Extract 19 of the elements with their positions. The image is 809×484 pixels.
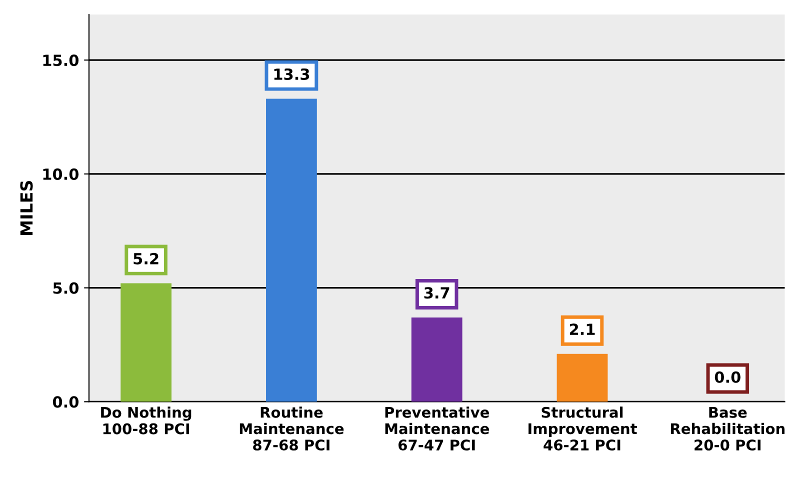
y-tick-label: 10.0: [43, 168, 79, 180]
x-tick-label: Preventative Maintenance 67-47 PCI: [385, 406, 490, 451]
x-tick-label: Base Rehabilitation 20-0 PCI: [671, 407, 784, 451]
x-tick-label: Routine Maintenance 87-68 PCI: [240, 406, 344, 451]
y-tick-label: 15.0: [43, 54, 79, 66]
bar: [411, 317, 462, 402]
data-label: 0.0: [714, 371, 740, 383]
x-tick-label: Do Nothing 100-88 PCI: [101, 406, 192, 434]
data-label: 3.7: [424, 287, 450, 299]
data-label: 2.1: [570, 324, 595, 335]
bar: [266, 98, 317, 402]
y-axis-title: MILES: [20, 180, 33, 235]
y-tick-label: 5.0: [53, 282, 79, 294]
data-label: 5.2: [134, 252, 158, 264]
bar: [556, 354, 608, 402]
bar: [120, 283, 172, 402]
data-label: 13.3: [274, 68, 310, 80]
y-tick-label: 0.0: [52, 396, 79, 408]
x-tick-label: Structural Improvement 46-21 PCI: [528, 406, 637, 451]
